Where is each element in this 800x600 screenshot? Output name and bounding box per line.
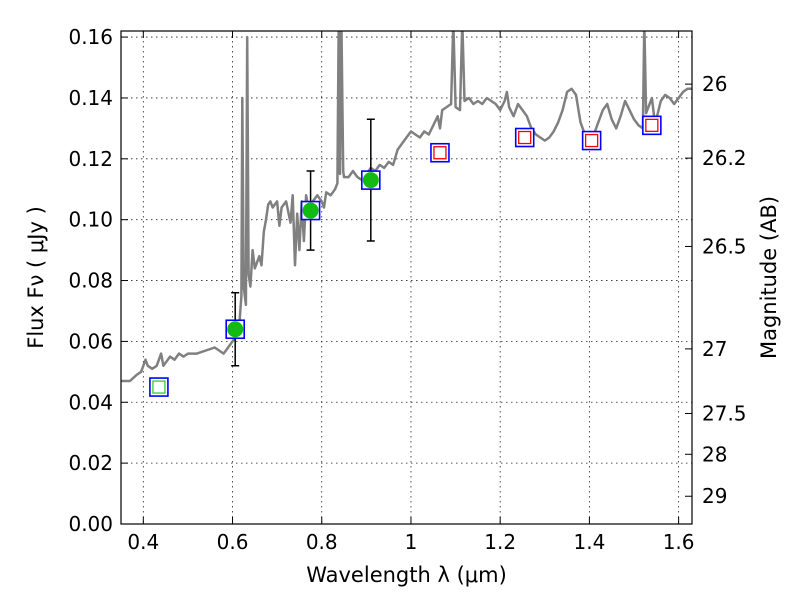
model-photometry-square bbox=[514, 127, 535, 148]
model-photometry-square bbox=[642, 115, 662, 136]
magnitude-tick-label: 26.5 bbox=[702, 234, 747, 258]
observed-detection-point bbox=[362, 172, 379, 189]
upper-limit-square bbox=[584, 133, 599, 148]
y-tick-label: 0.02 bbox=[68, 451, 113, 475]
x-tick-label: 1.2 bbox=[484, 530, 516, 554]
x-tick-label: 0.4 bbox=[127, 530, 159, 554]
upper-limit-square bbox=[433, 146, 447, 160]
y-tick-label: 0.00 bbox=[68, 512, 113, 536]
y-tick-label: 0.16 bbox=[68, 25, 113, 49]
x-tick-label: 0.8 bbox=[306, 530, 338, 554]
magnitude-tick-label: 26 bbox=[702, 72, 727, 96]
upper-limit-square bbox=[152, 380, 166, 394]
magnitude-tick-label: 26.2 bbox=[702, 146, 747, 170]
x-tick-label: 1.6 bbox=[663, 530, 695, 554]
y-tick-label: 0.12 bbox=[68, 147, 113, 171]
y-tick-label: 0.08 bbox=[68, 269, 113, 293]
y-axis-label: Flux Fν ( μJy ) bbox=[24, 206, 48, 349]
clipped-series bbox=[121, 31, 692, 397]
x-tick-label: 0.6 bbox=[217, 530, 249, 554]
model-photometry-square bbox=[149, 377, 169, 397]
series-layer bbox=[121, 31, 692, 397]
x-tick-label: 1.4 bbox=[573, 530, 605, 554]
observed-detection-point bbox=[227, 321, 244, 338]
x-tick-label: 1 bbox=[405, 530, 418, 554]
model-photometry-square bbox=[430, 142, 450, 163]
x-axis-label: Wavelength λ (μm) bbox=[306, 563, 507, 587]
y-tick-label: 0.06 bbox=[68, 329, 113, 353]
model-photometry-square bbox=[581, 130, 602, 151]
upper-limit-square bbox=[518, 130, 532, 145]
magnitude-tick-label: 27.5 bbox=[702, 402, 747, 426]
plot-frame bbox=[120, 30, 693, 525]
magnitude-tick-label: 28 bbox=[702, 442, 727, 466]
magnitude-tick-label: 27 bbox=[702, 337, 727, 361]
model-spectrum-line bbox=[121, 31, 692, 383]
y-tick-label: 0.04 bbox=[68, 390, 113, 414]
magnitude-tick-label: 29 bbox=[702, 484, 727, 508]
upper-limit-square bbox=[645, 118, 659, 132]
y-tick-label: 0.10 bbox=[68, 208, 113, 232]
y-tick-label: 0.14 bbox=[68, 86, 113, 110]
ticks: 0.4 0.6 0.8 1 1.2 1.4 1.6 0.00 0.02 0.04 0.06 0.08 0… bbox=[68, 25, 746, 554]
magnitude-axis-label: Magnitude (AB) bbox=[757, 196, 781, 359]
observed-detection-point bbox=[302, 202, 319, 219]
